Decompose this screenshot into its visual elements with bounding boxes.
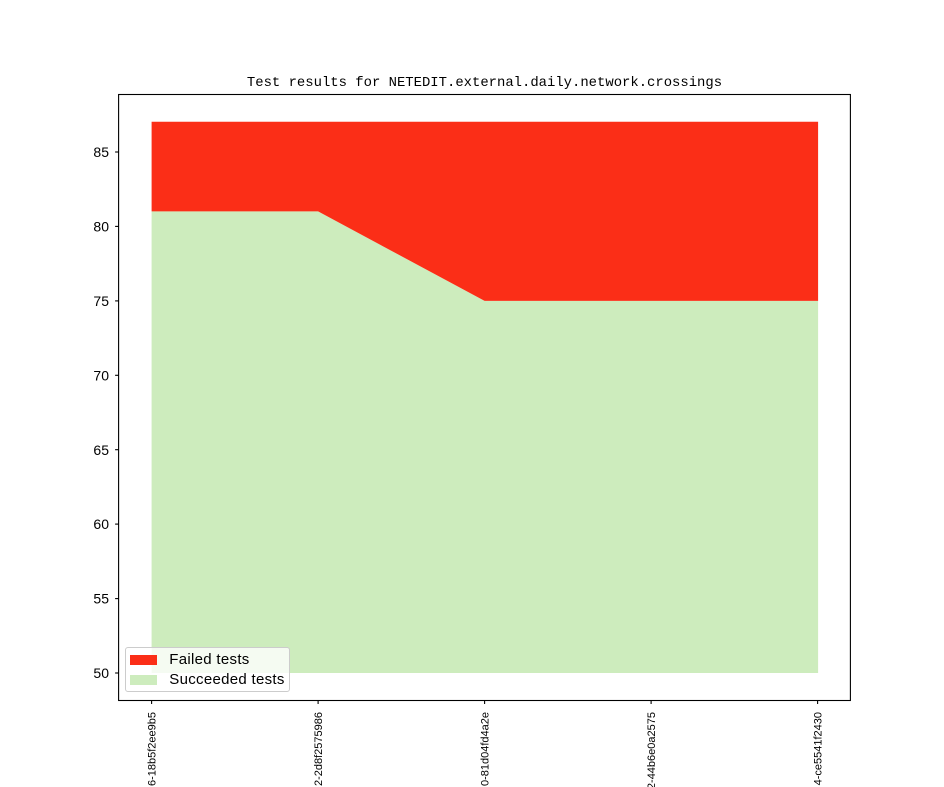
- svg-text:65: 65: [93, 442, 109, 458]
- svg-text:Test results for NETEDIT.exter: Test results for NETEDIT.external.daily.…: [247, 75, 722, 91]
- svg-text:0-81d04fd4a2e: 0-81d04fd4a2e: [479, 712, 491, 786]
- svg-text:4-ce5541f2430: 4-ce5541f2430: [812, 712, 824, 785]
- svg-text:75: 75: [93, 293, 109, 309]
- svg-text:80: 80: [93, 219, 109, 235]
- svg-text:85: 85: [93, 144, 109, 160]
- svg-text:60: 60: [93, 516, 109, 532]
- svg-text:6-18b5f2ee9b5: 6-18b5f2ee9b5: [146, 712, 158, 786]
- svg-text:2-2d8f2575986: 2-2d8f2575986: [313, 712, 325, 786]
- svg-text:70: 70: [93, 367, 109, 383]
- svg-text:55: 55: [93, 591, 109, 607]
- svg-text:2-44b6e0a2575: 2-44b6e0a2575: [646, 712, 658, 787]
- svg-text:50: 50: [93, 665, 109, 681]
